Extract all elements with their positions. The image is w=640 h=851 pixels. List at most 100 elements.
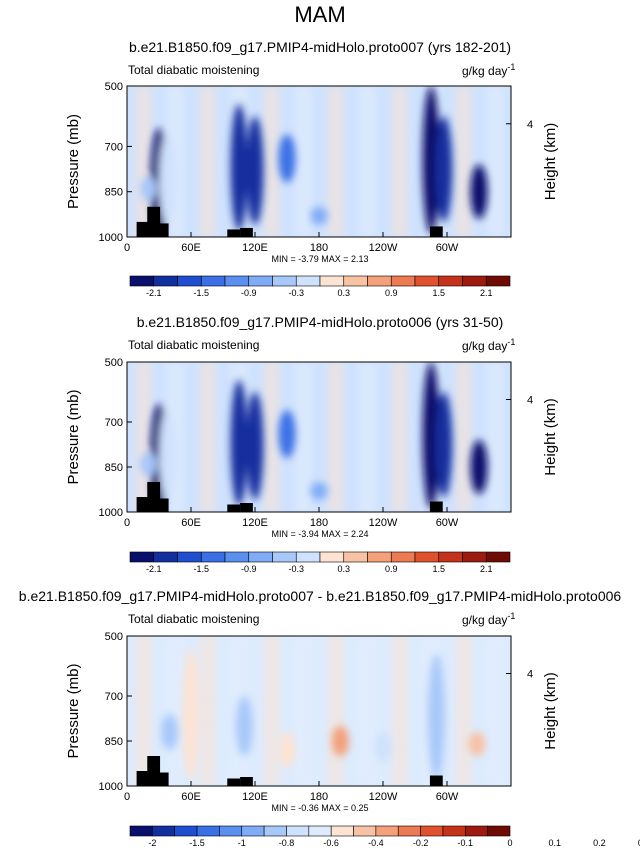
panel-3-x-tick-label: 60W	[436, 791, 459, 803]
panel-1-colorbar-box	[248, 275, 273, 287]
panel-1-units-text: g/kg day	[462, 64, 508, 78]
panel-3-colorbar-label: 0.1	[548, 838, 561, 848]
panel-3-colorbar-label: 0	[507, 838, 512, 848]
panel-1-feature	[159, 134, 176, 225]
panel-2-features	[139, 362, 488, 512]
panel-2-feature	[470, 440, 488, 494]
panel-1-colorbar-label: -1.5	[193, 288, 209, 298]
panel-3-band	[327, 636, 344, 786]
panel-1-colorbar-box	[343, 275, 368, 287]
panel-2-band	[455, 362, 472, 512]
panel-1-colorbar-label: 2.1	[480, 288, 493, 298]
panel-1-feature	[139, 176, 157, 201]
panel-3-colorbar-box	[330, 825, 354, 837]
panel-3-feature	[374, 732, 392, 762]
panel-3-colorbar-label: -0.8	[279, 838, 295, 848]
panel-1-x-tick-label: 60E	[181, 242, 201, 254]
panel-2-colorbar-label: -2.1	[146, 564, 162, 574]
panel-1-right-tick-label: 4	[527, 119, 533, 131]
panel-2-band	[327, 362, 344, 512]
panel-1-y-tick-label: 700	[105, 141, 123, 153]
panel-1-features	[139, 86, 488, 237]
panel-2-units-text: g/kg day	[462, 339, 508, 353]
panel-1-topography	[429, 226, 443, 237]
panel-2-units: g/kg day-1	[462, 337, 515, 353]
panel-3-topography	[429, 775, 443, 786]
panel-1-colorbar-label: -2.1	[146, 288, 162, 298]
panel-3-colorbar-box	[487, 825, 511, 837]
panel-1-band	[199, 86, 216, 237]
panel-1-x-tick-label: 0	[124, 242, 130, 254]
panel-1-colorbar-box	[200, 275, 226, 287]
panel-3-units-exponent: -1	[507, 611, 516, 621]
panel-3-band	[359, 636, 376, 786]
panel-2-colorbar-box	[200, 551, 226, 563]
panel-2-feature	[435, 392, 453, 497]
panel-3-feature	[468, 732, 486, 756]
panel-2-colorbar-box	[438, 551, 463, 563]
panel-3-colorbar-label: -0.6	[323, 838, 339, 848]
panel-1-feature	[246, 116, 264, 225]
panel-2-right-tick-label: 4	[527, 395, 533, 407]
panel-2-y-tick-label: 850	[105, 462, 123, 474]
panel-3-topography	[240, 777, 253, 786]
panel-1-colorbar-box	[485, 275, 511, 287]
panel-3-band	[263, 636, 280, 786]
panel-3-x-tick-label: 180	[310, 791, 328, 803]
panel-1-colorbar-label: -0.3	[288, 288, 304, 298]
panel-3-colorbar-label: -2	[148, 838, 156, 848]
panel-3-topography	[136, 771, 150, 786]
panel-2-band	[263, 362, 280, 512]
panel-2-colorbar-box	[462, 551, 487, 563]
panel-1-band	[359, 86, 376, 237]
panel-3-colorbar-label: -0.2	[413, 838, 429, 848]
panel-2-feature	[422, 362, 440, 509]
panel-1-colorbar-box	[414, 275, 440, 287]
panel-3-x-tick-label: 60E	[181, 791, 201, 803]
panel-2-feature	[246, 392, 264, 500]
panel-1-units: g/kg day-1	[462, 62, 515, 78]
panel-2-topography	[240, 503, 253, 512]
panel-1-colorbar-box	[224, 275, 250, 287]
panel-1-x-tick-label: 180	[310, 242, 328, 254]
page-title: MAM	[294, 2, 346, 27]
panel-2-colorbar-box	[343, 551, 368, 563]
panel-3-band	[487, 636, 504, 786]
panel-2-colorbar-box	[414, 551, 440, 563]
panel-3-feature	[161, 714, 179, 750]
panel-3-y-tick-label: 1000	[99, 781, 123, 793]
panel-1-colorbar-box	[272, 275, 297, 287]
panel-2-x-tick-label: 0	[124, 517, 130, 529]
panel-3-right-axis-label: Height (km)	[542, 672, 559, 750]
panel-2-x-tick-label: 60E	[181, 517, 201, 529]
panel-3-x-tick-label: 120E	[242, 791, 268, 803]
panel-1-band	[487, 86, 504, 237]
panel-2-feature	[230, 380, 248, 506]
panel-3-colorbar-box	[219, 825, 243, 837]
panel-2-topography	[429, 501, 443, 512]
panel-1-feature	[230, 104, 248, 231]
panel-1-topography	[155, 223, 169, 237]
panel-3-units-text: g/kg day	[462, 613, 508, 627]
panel-1-colorbar-box	[462, 275, 487, 287]
panel-1-colorbar-label: -0.9	[241, 288, 257, 298]
panel-2-variable-label: Total diabatic moistening	[128, 338, 260, 352]
panel-1-colorbar-label: 0.9	[385, 288, 398, 298]
panel-3-topography	[227, 778, 241, 786]
panel-1-stats: MIN = -3.79 MAX = 2.13	[271, 254, 368, 264]
panel-3-colorbar-label: 0.2	[593, 838, 606, 848]
panel-2-colorbar-box	[248, 551, 273, 563]
panel-1-band	[391, 86, 408, 237]
panel-3-colorbar-label: -0.1	[458, 838, 474, 848]
panel-2-colorbar-label: -1.5	[193, 564, 209, 574]
panel-2-colorbar-label: 1.5	[432, 564, 445, 574]
panel-1-colorbar-box	[129, 275, 155, 287]
panel-2-feature	[278, 410, 296, 458]
panel-1-band	[327, 86, 344, 237]
panel-2-topography	[155, 498, 169, 512]
panel-3-y-tick-label: 850	[105, 736, 123, 748]
panel-1-x-tick-label: 120E	[242, 242, 268, 254]
panel-1-topography	[136, 221, 150, 237]
panel-1-topography	[227, 229, 241, 237]
